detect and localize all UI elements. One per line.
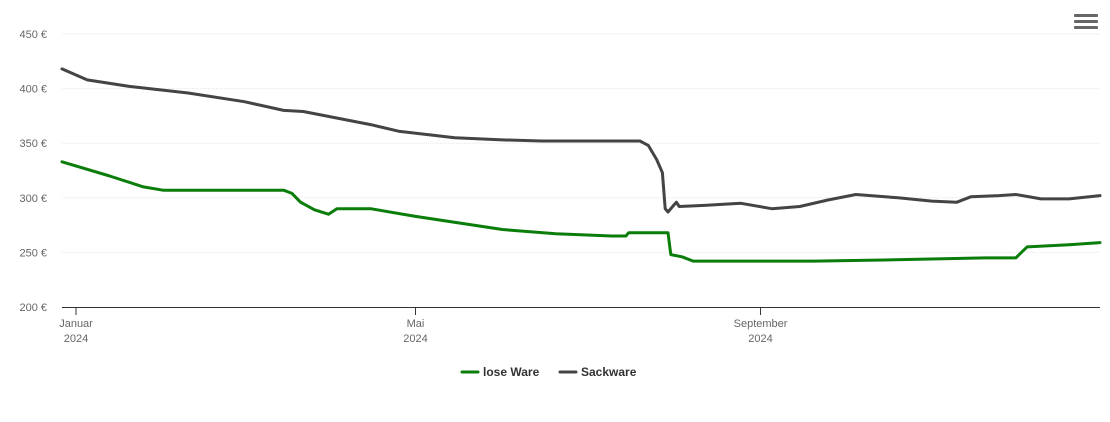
y-tick-label: 350 € [19, 138, 47, 150]
y-tick-label: 250 € [19, 247, 47, 259]
y-tick-label: 200 € [19, 302, 47, 314]
x-axis: Januar 2024 Mai 2024 September 2024 [59, 307, 1100, 345]
x-tick-label: Mai [407, 318, 425, 330]
legend[interactable]: lose Ware Sackware [460, 365, 637, 379]
series-line-lose-ware[interactable] [60, 160, 1102, 263]
legend-label: Sackware [581, 365, 637, 379]
y-tick-label: 300 € [19, 193, 47, 205]
series-lines [60, 67, 1102, 263]
x-tick-sublabel: 2024 [748, 333, 772, 345]
legend-label: lose Ware [483, 365, 540, 379]
menu-bar [1074, 19, 1098, 23]
x-tick-label: September [734, 318, 788, 330]
x-tick-sublabel: 2024 [64, 333, 88, 345]
y-tick-label: 450 € [19, 29, 47, 41]
y-tick-label: 400 € [19, 84, 47, 96]
x-tick-sublabel: 2024 [403, 333, 427, 345]
menu-bar [1074, 13, 1098, 17]
grid-lines [62, 33, 1100, 253]
y-axis: 200 € 250 € 300 € 350 € 400 € 450 € [19, 29, 47, 314]
menu-bar [1074, 25, 1098, 29]
legend-item-sackware[interactable]: Sackware [558, 365, 637, 379]
series-line-sackware[interactable] [60, 67, 1102, 214]
legend-item-lose-ware[interactable]: lose Ware [460, 365, 540, 379]
x-tick-label: Januar [59, 318, 93, 330]
menu-icon[interactable] [1074, 10, 1098, 32]
